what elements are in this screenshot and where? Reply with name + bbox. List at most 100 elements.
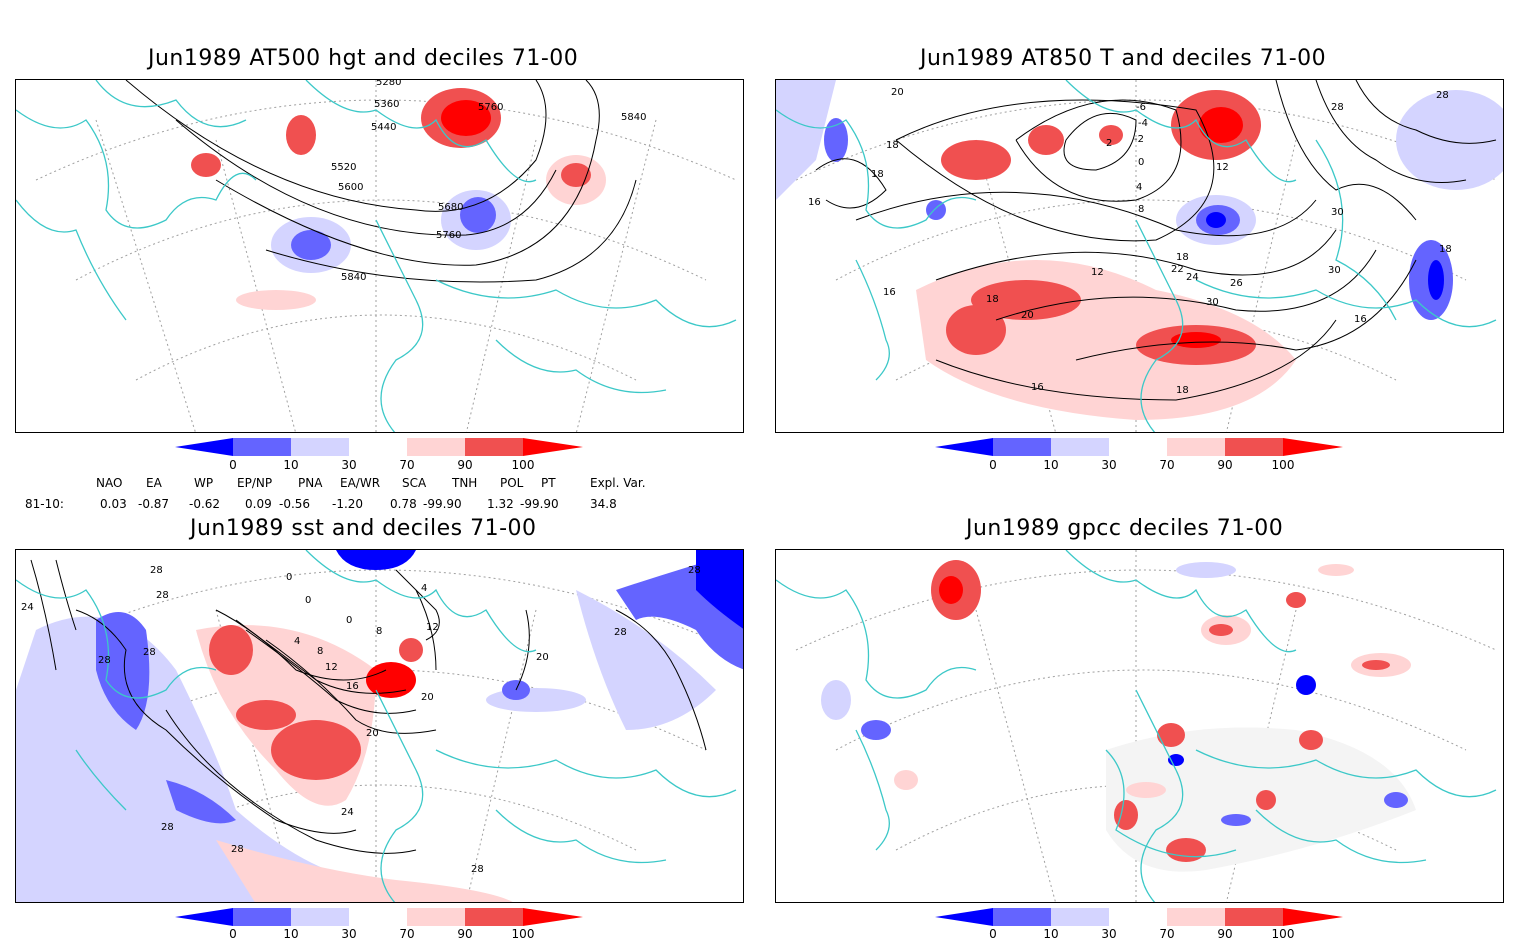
index-value: 0.09	[245, 497, 272, 511]
contour-label: 28	[156, 590, 169, 601]
index-header: TNH	[452, 476, 478, 490]
colorbar-tick: 90	[457, 458, 472, 472]
colorbar-tick: 10	[1043, 458, 1058, 472]
contour-label: 18	[1176, 252, 1189, 263]
colorbar-1: 0 10 30 70 90 100	[175, 438, 583, 472]
colorbar-2: 0 10 30 70 90 100	[935, 438, 1343, 472]
contour-label: 4	[294, 636, 300, 647]
index-header: EA	[146, 476, 162, 490]
colorbar-tick: 100	[1272, 458, 1295, 472]
contour-label: 5760	[478, 102, 503, 113]
index-header: WP	[194, 476, 214, 490]
contour-label: 16	[1354, 314, 1367, 325]
index-header: PNA	[298, 476, 323, 490]
contour-label: 28	[1331, 102, 1344, 113]
map-sst: 28 24 28 28 28 0 0 4 0 4 8 8 12 12 16 20…	[16, 550, 743, 902]
map-hgt500: 5280 5360 5440 5520 5600 5680 5760 5840 …	[16, 80, 737, 432]
colorbar-tick: 30	[341, 927, 356, 940]
contour-label: 20	[366, 728, 379, 739]
contour-label: 8	[1138, 204, 1144, 215]
index-value: 1.32	[487, 497, 514, 511]
contour-label: 18	[986, 294, 999, 305]
contour-label: 18	[1439, 244, 1452, 255]
contour-label: 18	[886, 140, 899, 151]
contour-label: 12	[426, 622, 439, 633]
contour-label: 20	[1021, 310, 1034, 321]
colorbar-tick: 30	[1101, 458, 1116, 472]
contour-label: 24	[1186, 272, 1199, 283]
colorbar-tick: 70	[399, 458, 414, 472]
colorbar-tick: 100	[512, 458, 535, 472]
contour-label: 28	[614, 627, 627, 638]
contour-label: 28	[98, 655, 111, 666]
colorbar-tick: 100	[1272, 927, 1295, 940]
contour-label: 2	[1106, 138, 1112, 149]
panel-title-hgt: Jun1989 AT500 hgt and deciles 71-00	[148, 46, 579, 71]
index-header: EP/NP	[237, 476, 273, 490]
contour-label: 16	[808, 197, 821, 208]
colorbar-tick: 0	[229, 458, 237, 472]
contour-label: 22	[1171, 264, 1184, 275]
contour-label: 20	[536, 652, 549, 663]
colorbar-tick: 100	[512, 927, 535, 940]
contour-label: 28	[688, 565, 701, 576]
contour-label: 20	[421, 692, 434, 703]
contour-label: 5680	[438, 202, 463, 213]
index-row-label: 81-10:	[25, 497, 64, 511]
contour-label: 4	[1136, 182, 1142, 193]
contour-label: 30	[1331, 207, 1344, 218]
map-gpcc	[776, 550, 1497, 902]
contour-label: 0	[1138, 157, 1144, 168]
contour-label: 20	[891, 87, 904, 98]
contour-label: 8	[376, 626, 382, 637]
contour-label: 16	[1031, 382, 1044, 393]
contour-label: 28	[1436, 90, 1449, 101]
contour-label: 5840	[621, 112, 646, 123]
contour-label: 0	[305, 595, 311, 606]
contour-label: 5600	[338, 182, 363, 193]
colorbar-tick: 30	[1101, 927, 1116, 940]
colorbar-tick: 0	[229, 927, 237, 940]
colorbar-4: 0 10 30 70 90 100	[935, 908, 1343, 940]
contour-label: -6	[1136, 102, 1146, 113]
map-panel-t850: 20 18 16 18 16 -6 -4 -2 2 0 4 8 12 12 18…	[775, 79, 1504, 433]
contour-label: 0	[286, 572, 292, 583]
contour-label: 12	[325, 662, 338, 673]
contour-label: 5280	[376, 80, 401, 88]
contour-label: 28	[471, 864, 484, 875]
index-value: 0.78	[390, 497, 417, 511]
contour-label: 5840	[341, 272, 366, 283]
colorbar-tick: 10	[283, 927, 298, 940]
index-value: -99.90	[423, 497, 462, 511]
map-panel-sst: 28 24 28 28 28 0 0 4 0 4 8 8 12 12 16 20…	[15, 549, 744, 903]
contour-label: 28	[143, 647, 156, 658]
contour-label: 16	[883, 287, 896, 298]
colorbar-tick: 90	[1217, 458, 1232, 472]
colorbar-tick: 0	[989, 927, 997, 940]
contour-label: 5440	[371, 122, 396, 133]
index-value: 0.03	[100, 497, 127, 511]
contour-label: 5360	[374, 99, 399, 110]
contour-label: 30	[1328, 265, 1341, 276]
index-header: SCA	[402, 476, 427, 490]
colorbar-tick: 30	[341, 458, 356, 472]
contour-label: 28	[150, 565, 163, 576]
contour-label: 24	[21, 602, 34, 613]
map-panel-gpcc	[775, 549, 1504, 903]
map-t850: 20 18 16 18 16 -6 -4 -2 2 0 4 8 12 12 18…	[776, 80, 1503, 432]
contour-label: -2	[1134, 134, 1144, 145]
contour-label: 8	[317, 646, 323, 657]
colorbar-tick: 90	[457, 927, 472, 940]
contour-label: 5760	[436, 230, 461, 241]
contour-label: 18	[871, 169, 884, 180]
colorbar-tick: 0	[989, 458, 997, 472]
contour-label: 24	[341, 807, 354, 818]
index-value: 34.8	[590, 497, 617, 511]
colorbar-tick: 70	[1159, 458, 1174, 472]
index-value: -99.90	[520, 497, 559, 511]
panel-title-t850: Jun1989 AT850 T and deciles 71-00	[920, 46, 1327, 71]
colorbar-tick: 70	[1159, 927, 1174, 940]
colorbar-tick: 10	[1043, 927, 1058, 940]
contour-label: 12	[1216, 162, 1229, 173]
contour-label: 5520	[331, 162, 356, 173]
